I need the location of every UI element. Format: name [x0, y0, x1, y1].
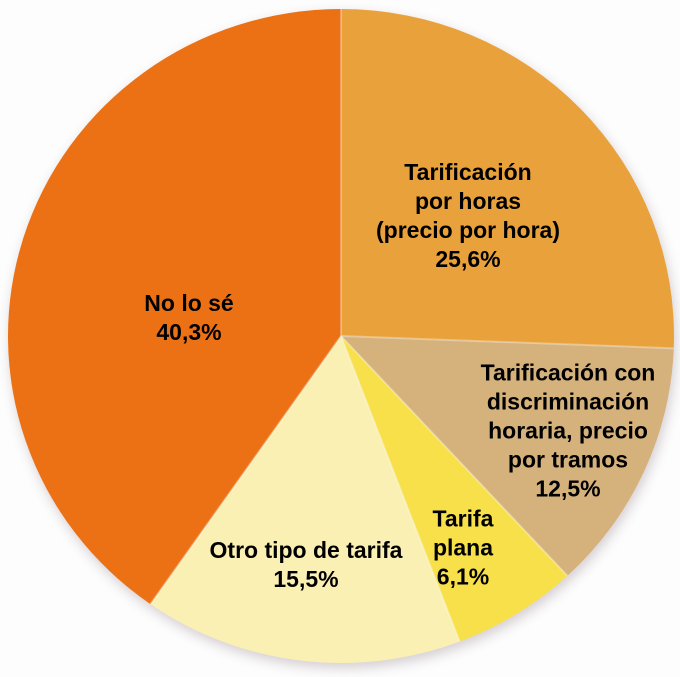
- pie-slice-separator: [149, 335, 342, 605]
- pie-slice-tarificacion-discriminacion-horaria: [341, 336, 674, 576]
- pie-slice-separator: [340, 335, 674, 350]
- pie-slice-no-lo-se: [8, 9, 341, 605]
- pie-slice-tarifa-plana: [341, 336, 568, 642]
- pie-slice-separator: [340, 335, 569, 577]
- pie-slice-otro-tipo-de-tarifa: [150, 336, 460, 664]
- pie-slice-separator: [340, 335, 461, 642]
- pie-slice-tarificacion-por-horas: [341, 9, 674, 349]
